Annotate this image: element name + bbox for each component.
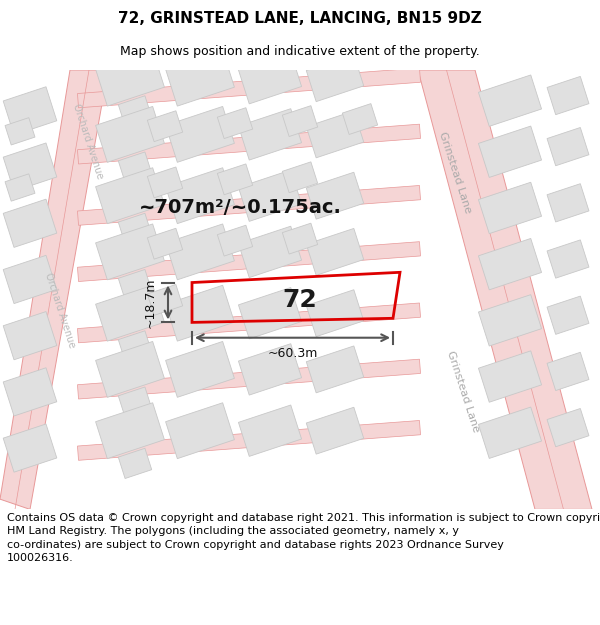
Polygon shape [148, 167, 182, 198]
Polygon shape [118, 269, 152, 300]
Polygon shape [166, 402, 235, 459]
Polygon shape [343, 104, 377, 134]
Polygon shape [148, 284, 182, 316]
Polygon shape [478, 75, 542, 126]
Polygon shape [283, 162, 317, 192]
Polygon shape [238, 405, 302, 456]
Polygon shape [77, 359, 421, 399]
Polygon shape [5, 174, 35, 201]
Polygon shape [217, 164, 253, 195]
Polygon shape [3, 256, 57, 304]
Polygon shape [77, 186, 421, 225]
Polygon shape [3, 87, 57, 135]
Polygon shape [238, 170, 302, 221]
Polygon shape [95, 341, 164, 398]
Polygon shape [478, 182, 542, 234]
Polygon shape [0, 70, 108, 509]
Polygon shape [547, 76, 589, 114]
Polygon shape [95, 168, 164, 224]
Polygon shape [283, 223, 317, 254]
Polygon shape [238, 288, 302, 339]
Polygon shape [166, 106, 235, 162]
Polygon shape [238, 344, 302, 395]
Polygon shape [238, 226, 302, 278]
Polygon shape [118, 387, 152, 418]
Polygon shape [238, 52, 302, 104]
Polygon shape [118, 96, 152, 126]
Polygon shape [3, 424, 57, 472]
Polygon shape [547, 409, 589, 447]
Polygon shape [95, 285, 164, 341]
Text: 72, GRINSTEAD LANE, LANCING, BN15 9DZ: 72, GRINSTEAD LANE, LANCING, BN15 9DZ [118, 11, 482, 26]
Polygon shape [118, 448, 152, 479]
Polygon shape [3, 368, 57, 416]
Polygon shape [478, 407, 542, 458]
Polygon shape [0, 70, 600, 509]
Polygon shape [547, 127, 589, 166]
Polygon shape [418, 70, 592, 509]
Polygon shape [217, 225, 253, 256]
Polygon shape [77, 124, 421, 164]
Polygon shape [5, 118, 35, 145]
Polygon shape [238, 109, 302, 160]
Polygon shape [478, 239, 542, 290]
Text: Map shows position and indicative extent of the property.: Map shows position and indicative extent… [120, 44, 480, 58]
Text: ~707m²/~0.175ac.: ~707m²/~0.175ac. [139, 199, 341, 217]
Text: Contains OS data © Crown copyright and database right 2021. This information is : Contains OS data © Crown copyright and d… [7, 513, 600, 562]
Polygon shape [148, 111, 182, 142]
Polygon shape [95, 50, 164, 106]
Polygon shape [77, 421, 421, 460]
Polygon shape [478, 294, 542, 346]
Polygon shape [95, 224, 164, 280]
Polygon shape [118, 331, 152, 361]
Text: Orchard Avenue: Orchard Avenue [71, 102, 105, 181]
Text: Orchard Avenue: Orchard Avenue [43, 271, 77, 349]
Polygon shape [118, 152, 152, 182]
Polygon shape [547, 240, 589, 278]
Polygon shape [166, 341, 235, 398]
Polygon shape [77, 303, 421, 343]
Polygon shape [547, 296, 589, 334]
Text: Grinstead Lane: Grinstead Lane [437, 130, 473, 214]
Polygon shape [95, 402, 164, 459]
Polygon shape [217, 107, 253, 139]
Polygon shape [3, 311, 57, 360]
Polygon shape [306, 408, 364, 454]
Polygon shape [166, 50, 235, 106]
Polygon shape [77, 68, 421, 108]
Text: ~60.3m: ~60.3m [268, 346, 317, 359]
Polygon shape [95, 106, 164, 162]
Polygon shape [148, 228, 182, 259]
Polygon shape [166, 224, 235, 280]
Polygon shape [166, 285, 235, 341]
Polygon shape [77, 242, 421, 281]
Polygon shape [478, 126, 542, 178]
Polygon shape [547, 184, 589, 222]
Polygon shape [3, 143, 57, 191]
Polygon shape [306, 173, 364, 219]
Polygon shape [478, 351, 542, 403]
Polygon shape [547, 352, 589, 391]
Polygon shape [306, 229, 364, 276]
Polygon shape [166, 168, 235, 224]
Polygon shape [306, 55, 364, 102]
Polygon shape [118, 213, 152, 244]
Polygon shape [306, 111, 364, 158]
Text: Grinstead Lane: Grinstead Lane [445, 350, 481, 434]
Polygon shape [306, 346, 364, 393]
Polygon shape [306, 290, 364, 337]
Polygon shape [3, 199, 57, 248]
Text: 72: 72 [283, 288, 317, 312]
Polygon shape [283, 106, 317, 136]
Text: ~18.7m: ~18.7m [143, 278, 157, 328]
